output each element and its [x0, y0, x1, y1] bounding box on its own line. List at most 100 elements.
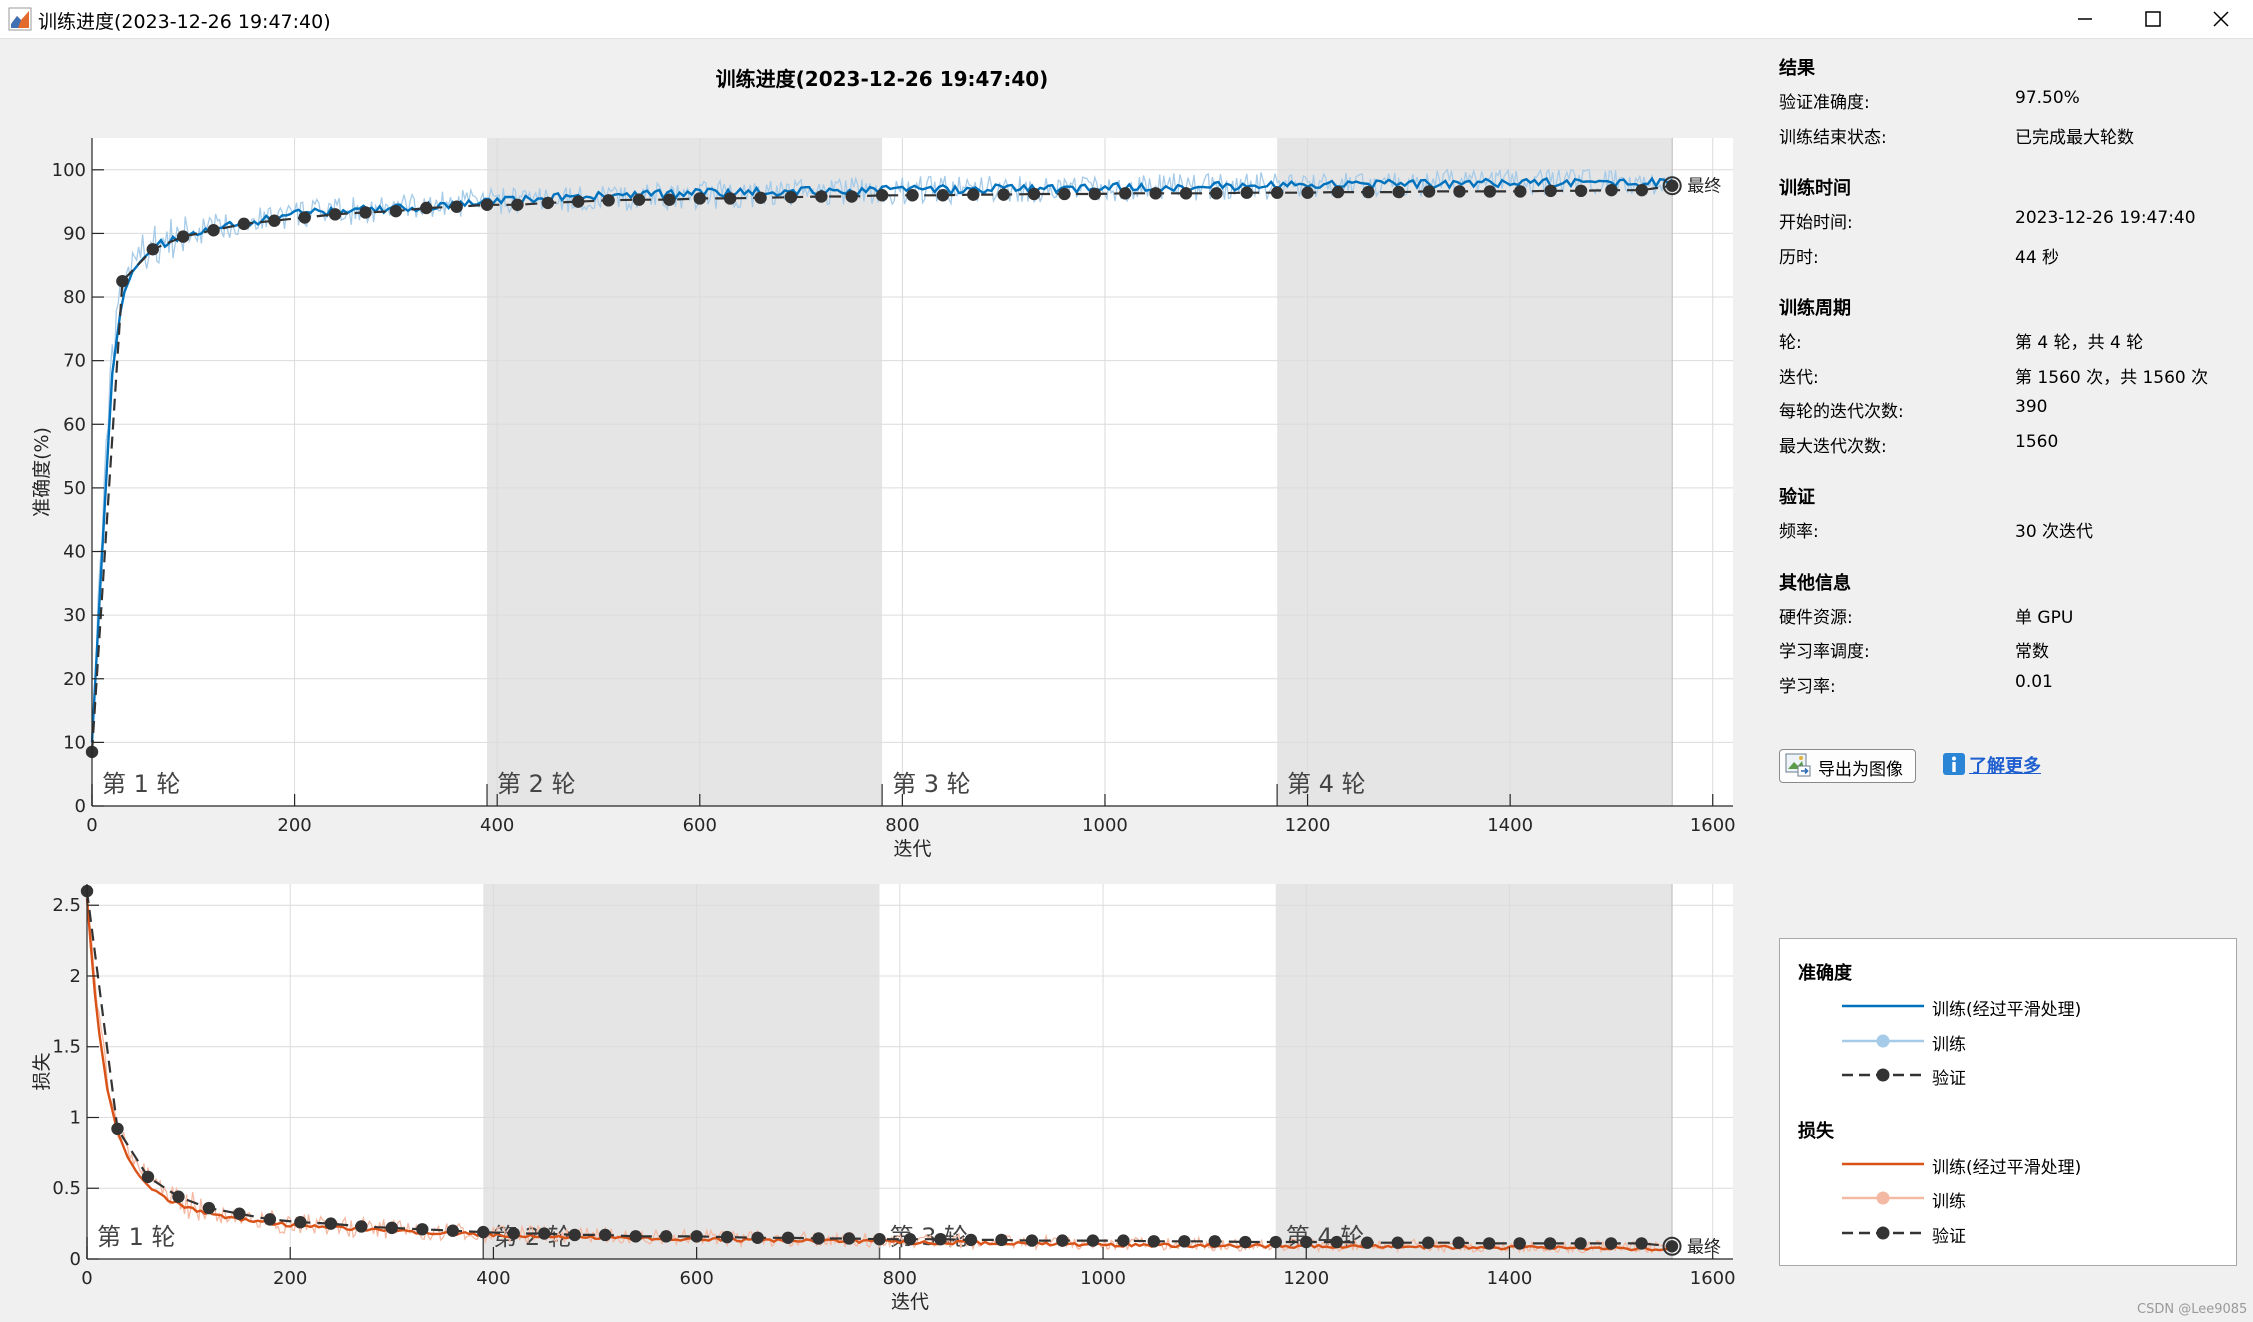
validation-point — [906, 189, 919, 202]
validation-point — [385, 1221, 399, 1235]
validation-point — [1301, 186, 1314, 199]
section-title: 其他信息 — [1779, 572, 1851, 594]
validation-point — [936, 189, 950, 202]
validation-point — [1362, 185, 1375, 199]
validation-point — [511, 198, 524, 211]
validation-point — [781, 1231, 795, 1244]
series-training — [91, 168, 1673, 757]
validation-point — [1421, 1236, 1435, 1249]
legend-title-accuracy: 准确度 — [1798, 963, 1852, 984]
y-tick-label: 80 — [63, 287, 86, 308]
legend-swatch-marker — [1876, 1034, 1890, 1047]
validation-point — [997, 188, 1010, 201]
final-validation-ring — [1662, 1236, 1682, 1256]
maximize-icon — [2145, 11, 2161, 27]
legend-label: 训练 — [1932, 1192, 1966, 1212]
validation-point — [1574, 1237, 1587, 1250]
minimize-icon — [2078, 18, 2092, 20]
validation-point — [1514, 185, 1527, 198]
x-axis-label: 迭代 — [891, 1291, 929, 1313]
validation-point — [659, 1230, 673, 1243]
info-key: 迭代: — [1779, 367, 1819, 388]
y-tick-label: 50 — [63, 478, 86, 499]
legend-swatch-marker — [1876, 1191, 1890, 1205]
y-tick-label: 1 — [70, 1107, 81, 1128]
validation-point — [477, 1225, 490, 1239]
x-tick-label: 1200 — [1283, 1268, 1329, 1289]
x-tick-label: 0 — [86, 815, 97, 836]
x-tick-label: 1600 — [1690, 815, 1736, 836]
validation-point — [934, 1232, 947, 1246]
series-validation — [90, 184, 1673, 752]
validation-point — [446, 1224, 459, 1237]
validation-point — [202, 1201, 216, 1215]
legend-label: 训练(经过平滑处理) — [1932, 1157, 2082, 1178]
validation-point — [268, 214, 281, 227]
info-key: 开始时间: — [1779, 213, 1853, 233]
validation-point — [507, 1227, 520, 1240]
validation-point — [812, 1232, 825, 1245]
validation-point — [1119, 187, 1132, 200]
y-tick-label: 0 — [75, 796, 86, 817]
loss-plot: 第 1 轮第 2 轮第 3 轮第 4 轮最终0 200 400 600 800 1000 1… — [31, 884, 1736, 1313]
window-title: 训练进度(2023-12-26 19:47:40) — [38, 11, 331, 33]
info-value: 1560 — [2015, 431, 2059, 452]
y-tick-label: 40 — [63, 542, 86, 563]
maximize-button[interactable] — [2118, 0, 2188, 38]
epoch-band-4 — [1275, 884, 1673, 1259]
y-tick-label: 10 — [63, 732, 86, 753]
watermark: CSDN @Lee9085 — [2137, 1302, 2248, 1317]
validation-point — [842, 1232, 856, 1245]
validation-point — [1058, 187, 1071, 201]
validation-point — [1453, 185, 1466, 198]
validation-point — [1210, 187, 1223, 200]
validation-point — [663, 193, 676, 206]
validation-point — [1088, 187, 1102, 201]
validation-point — [1605, 183, 1618, 197]
validation-point — [995, 1233, 1008, 1247]
section-title: 训练时间 — [1779, 178, 1851, 199]
legend-label: 训练(经过平滑处理) — [1932, 1000, 2082, 1020]
validation-point — [141, 1170, 155, 1184]
validation-point — [1300, 1235, 1313, 1249]
validation-point — [875, 189, 889, 202]
validation-point — [720, 1230, 734, 1244]
figure-title: 训练进度(2023-12-26 19:47:40) — [716, 67, 1049, 91]
x-tick-label: 1600 — [1690, 1268, 1736, 1289]
validation-point — [1483, 185, 1497, 198]
y-tick-label: 2.5 — [52, 895, 81, 916]
close-button[interactable] — [2186, 0, 2253, 38]
validation-point — [1056, 1234, 1069, 1247]
validation-point — [480, 198, 494, 211]
validation-point — [1270, 186, 1284, 199]
legend-panel: 准确度 训练(经过平滑处理) 训练 验证 损失 训练(经过平滑处理) 训练 验证 — [1779, 938, 2237, 1266]
minimize-button[interactable] — [2050, 0, 2120, 38]
validation-point — [1240, 186, 1253, 199]
validation-point — [602, 194, 615, 207]
series-training-smoothed — [90, 176, 1674, 743]
validation-point — [845, 190, 858, 203]
x-tick-label: 1400 — [1487, 1268, 1533, 1289]
accuracy-plot: 第 1 轮第 2 轮第 3 轮第 4 轮最终0 200 400 600 800 1000 1… — [31, 138, 1736, 860]
validation-point — [1574, 184, 1588, 198]
info-value: 2023-12-26 19:47:40 — [2015, 208, 2196, 228]
validation-point — [298, 211, 311, 224]
validation-point — [237, 217, 251, 231]
validation-point — [328, 208, 342, 221]
info-key: 轮: — [1779, 333, 1802, 353]
validation-point — [207, 224, 220, 237]
export-image-label: 导出为图像 — [1818, 760, 1903, 780]
export-image-button[interactable]: 导出为图像 — [1779, 749, 1916, 783]
info-key: 每轮的迭代次数: — [1779, 402, 1904, 422]
legend-swatch — [1842, 1191, 1924, 1205]
validation-point — [1543, 1237, 1557, 1250]
x-tick-label: 400 — [480, 815, 514, 836]
validation-point — [416, 1223, 429, 1236]
legend-swatch — [1842, 1068, 1924, 1082]
validation-point — [176, 230, 190, 243]
validation-point — [1269, 1235, 1282, 1249]
info-panel: 结果 验证准确度: 97.50% 训练结束状态: 已完成最大轮数 训练时间 开始时间: 202… — [1765, 38, 2253, 938]
x-tick-label: 1200 — [1285, 815, 1331, 836]
validation-point — [294, 1216, 307, 1229]
y-tick-label: 0 — [70, 1249, 81, 1270]
